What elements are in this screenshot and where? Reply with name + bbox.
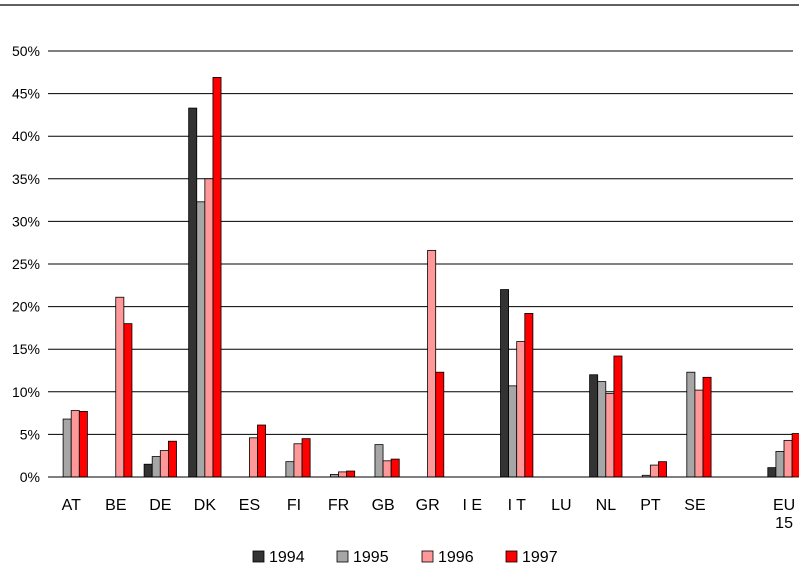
bar-1994-eu xyxy=(767,467,777,478)
y-tick-label: 25% xyxy=(12,256,40,272)
bar-1996-gb xyxy=(382,460,392,478)
gridlines xyxy=(48,50,793,435)
x-tick-label: I E xyxy=(462,497,482,514)
y-tick-label: 0% xyxy=(20,469,40,485)
x-tick-label: SE xyxy=(684,497,705,514)
bar-1997-pt xyxy=(658,461,667,478)
x-tick-label: FR xyxy=(328,497,349,514)
bar-1994-it xyxy=(500,289,510,478)
bar-1997-es xyxy=(257,424,267,478)
bar-1994-nl xyxy=(589,374,599,478)
bar-1995-fi xyxy=(285,461,295,478)
bar-1997-fr xyxy=(346,470,356,478)
legend-swatch-1996 xyxy=(421,550,434,563)
bar-1995-at xyxy=(62,418,72,478)
legend-label: 1996 xyxy=(438,549,474,566)
y-tick-label: 5% xyxy=(20,426,40,442)
y-tick-label: 10% xyxy=(12,384,40,400)
x-tick-label: DK xyxy=(194,497,217,514)
bar-1996-it xyxy=(516,341,526,478)
y-tick-label: 20% xyxy=(12,299,40,315)
bar-1994-de xyxy=(143,463,153,478)
bar-1995-it xyxy=(508,385,518,478)
x-tick-label: DE xyxy=(149,497,171,514)
x-tick-label: ES xyxy=(239,497,260,514)
x-tick-label: I T xyxy=(508,497,527,514)
bar-1995-nl xyxy=(597,381,607,478)
y-tick-label: 30% xyxy=(12,213,40,229)
legend: 1994 1995 1996 1997 xyxy=(252,549,558,566)
bar-1996-fi xyxy=(293,443,303,478)
x-tick-label-sub: 15 xyxy=(775,515,793,532)
bar-1995-se xyxy=(686,371,696,478)
bar-1997-fi xyxy=(301,438,311,478)
bar-1996-at xyxy=(70,410,80,478)
legend-swatch-1997 xyxy=(505,550,518,563)
bar-1997-de xyxy=(167,440,177,478)
y-tick-label: 35% xyxy=(12,171,40,187)
bar-1997-be xyxy=(123,323,133,478)
y-tick-label: 40% xyxy=(12,128,40,144)
y-tick-label: 45% xyxy=(12,86,40,102)
x-tick-label: PT xyxy=(640,497,661,514)
bar-1996-pt xyxy=(649,464,659,478)
bar-1997-eu xyxy=(791,433,799,478)
bar-1997-se xyxy=(702,376,712,478)
bars xyxy=(62,77,799,478)
bar-1997-nl xyxy=(613,355,623,478)
x-tick-label: FI xyxy=(287,497,301,514)
x-tick-label: EU xyxy=(773,497,795,514)
bar-1996-be xyxy=(115,296,125,478)
bar-1996-nl xyxy=(605,393,615,478)
legend-swatch-1995 xyxy=(336,550,349,563)
bar-1995-dk xyxy=(196,201,206,478)
bar-1995-eu xyxy=(775,451,785,478)
bar-1997-gb xyxy=(390,458,400,478)
x-tick-label: GB xyxy=(372,497,395,514)
bar-1996-es xyxy=(248,437,258,478)
bar-1996-de xyxy=(159,450,169,478)
x-tick-label: GR xyxy=(416,497,440,514)
x-tick-label: LU xyxy=(551,497,571,514)
bar-1996-fr xyxy=(338,471,348,478)
bar-1997-gr xyxy=(435,371,445,478)
bar-1996-eu xyxy=(783,439,793,478)
bar-1994-dk xyxy=(188,107,198,478)
bar-1995-gb xyxy=(374,444,384,478)
legend-label: 1995 xyxy=(353,549,389,566)
x-tick-label: BE xyxy=(105,497,126,514)
legend-swatch-1994 xyxy=(252,550,265,563)
y-axis-ticks: 0% 5% 10% 15% 20% 25% 30% 35% 40% 45% 50% xyxy=(12,43,40,485)
bar-1997-at xyxy=(78,410,88,478)
bar-1996-gr xyxy=(427,249,437,478)
bar-1995-de xyxy=(151,456,161,478)
x-tick-label: AT xyxy=(62,497,81,514)
y-tick-label: 15% xyxy=(12,341,40,357)
bar-1997-dk xyxy=(212,77,222,478)
bar-1996-se xyxy=(694,389,704,478)
y-tick-label: 50% xyxy=(12,43,40,59)
legend-label: 1994 xyxy=(269,549,305,566)
bar-1997-it xyxy=(524,313,534,478)
x-tick-label: NL xyxy=(596,497,617,514)
legend-label: 1997 xyxy=(522,549,558,566)
bar-1996-dk xyxy=(204,178,214,478)
